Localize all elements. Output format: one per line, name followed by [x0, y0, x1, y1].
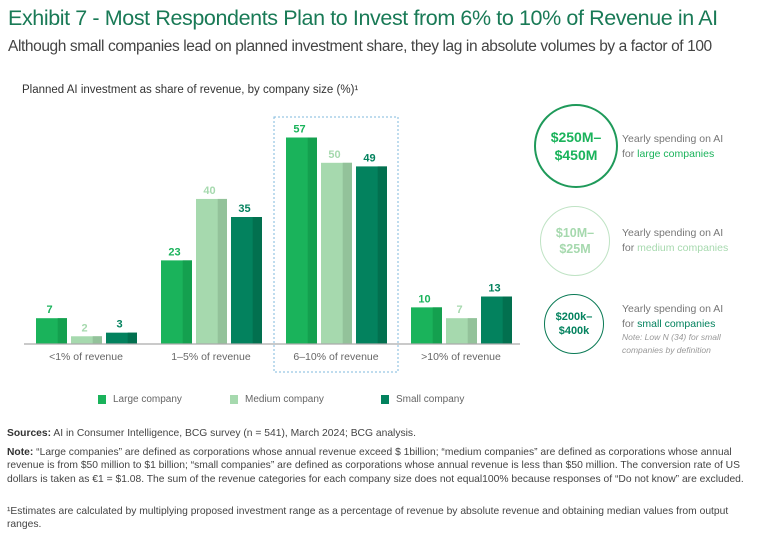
caption-for: for: [622, 317, 638, 330]
legend-item-small: Small company: [381, 394, 464, 405]
data-label-medium: 50: [328, 149, 340, 161]
data-label-large: 10: [418, 293, 430, 305]
caption-text: Yearly spending on AI: [622, 133, 724, 145]
exhibit-subtitle: Although small companies lead on planned…: [8, 38, 712, 55]
caption-text: Yearly spending on AI: [622, 227, 724, 239]
small-note-line2: companies by definition: [622, 344, 711, 355]
caption-size: small companies: [637, 317, 716, 330]
legend-item-large: Large company: [98, 394, 182, 405]
sources-text: AI in Consumer Intelligence, BCG survey …: [51, 428, 416, 439]
data-label-small: 3: [116, 319, 122, 331]
legend-label: Small company: [396, 394, 465, 405]
bar-shade-large: [432, 307, 442, 344]
small-note-line1: Note: Low N (34) for small: [622, 332, 721, 343]
data-label-medium: 40: [203, 185, 215, 197]
bar-small: [106, 332, 137, 344]
data-label-large: 23: [168, 246, 180, 258]
category-label: 1–5% of revenue: [171, 351, 251, 363]
chart-title: Planned AI investment as share of revenu…: [22, 84, 359, 96]
data-label-small: 13: [488, 283, 500, 295]
data-label-medium: 7: [456, 304, 462, 316]
large-spend-caption: Yearly spending on AI for large companie…: [622, 132, 723, 161]
bar-shade-medium: [217, 198, 227, 344]
bar-medium: [71, 336, 102, 344]
bar-shade-medium: [467, 318, 477, 344]
bar-shade-small: [502, 296, 512, 344]
note-text: “Large companies” are defined as corpora…: [7, 447, 744, 485]
category-label: <1% of revenue: [49, 351, 123, 363]
sources-label: Sources:: [7, 428, 52, 439]
estimate-footnote: ¹Estimates are calculated by multiplying…: [7, 506, 729, 531]
caption-size: medium companies: [637, 241, 729, 254]
legend-item-medium: Medium company: [230, 394, 324, 405]
medium-spend-circle: $10M– $25M: [540, 206, 610, 276]
small-spend-caption: Yearly spending on AI for small companie…: [622, 302, 723, 356]
bar-shade-medium: [92, 336, 102, 344]
caption-size: large companies: [637, 147, 715, 160]
caption-text: Yearly spending on AI: [622, 303, 724, 315]
data-label-small: 35: [238, 203, 250, 215]
note-label: Note:: [7, 447, 34, 458]
legend-label: Medium company: [245, 394, 324, 405]
small-spend-amount-line2: $400k: [558, 325, 590, 337]
large-spend-amount-line1: $250M–: [550, 128, 602, 145]
caption-for: for: [622, 241, 638, 254]
definitions-note: Note: “Large companies” are defined as c…: [7, 446, 757, 486]
data-label-medium: 2: [81, 322, 87, 334]
bar-shade-small: [127, 332, 137, 344]
sources-note: Sources: AI in Consumer Intelligence, BC…: [7, 427, 757, 440]
data-label-small: 49: [363, 152, 375, 164]
exhibit-title: Exhibit 7 - Most Respondents Plan to Inv…: [8, 6, 718, 30]
large-spend-circle: $250M– $450M: [534, 104, 618, 188]
bar-shade-large: [182, 260, 192, 344]
legend-swatch-small: [381, 395, 389, 404]
category-label: >10% of revenue: [421, 351, 501, 363]
bar-shade-small: [377, 166, 387, 344]
small-spend-amount-line1: $200k–: [555, 310, 593, 323]
small-spend-circle: $200k– $400k: [544, 294, 604, 354]
large-spend-amount-line2: $450M: [554, 147, 598, 163]
caption-for: for: [622, 147, 638, 160]
category-label: 6–10% of revenue: [293, 351, 378, 363]
bar-shade-small: [252, 217, 262, 344]
bar-shade-large: [307, 137, 317, 344]
medium-spend-amount-line1: $10M–: [555, 225, 595, 240]
medium-spend-caption: Yearly spending on AI for medium compani…: [622, 226, 728, 255]
bar-shade-medium: [342, 162, 352, 344]
legend-swatch-medium: [230, 395, 238, 404]
legend-swatch-large: [98, 395, 106, 404]
legend-label: Large company: [113, 394, 182, 405]
bar-shade-large: [57, 318, 67, 344]
data-label-large: 7: [46, 304, 52, 316]
data-label-large: 57: [293, 124, 305, 136]
medium-spend-amount-line2: $25M: [559, 242, 591, 256]
highlight-box: [273, 116, 399, 373]
